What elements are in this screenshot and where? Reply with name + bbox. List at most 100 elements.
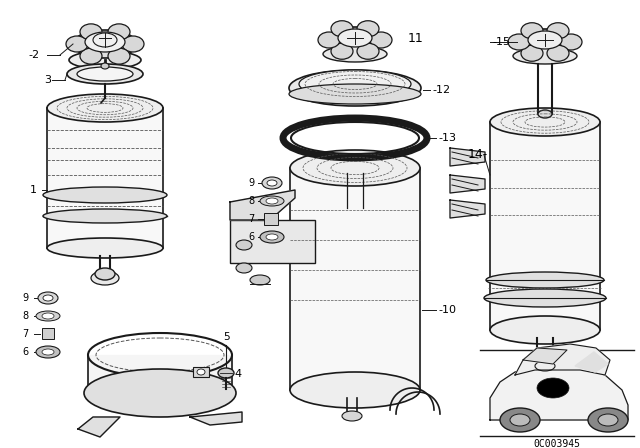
Ellipse shape [36,346,60,358]
Ellipse shape [43,295,53,301]
Polygon shape [490,366,628,420]
Text: 7: 7 [248,214,254,224]
Ellipse shape [43,187,167,203]
Ellipse shape [101,63,109,69]
Ellipse shape [38,292,58,304]
Text: 6: 6 [248,232,254,242]
Ellipse shape [218,368,234,378]
Ellipse shape [42,313,54,319]
Polygon shape [450,200,485,218]
Text: -12: -12 [432,85,450,95]
Ellipse shape [513,48,577,64]
Ellipse shape [260,196,284,206]
Ellipse shape [47,238,163,258]
Ellipse shape [73,30,137,58]
Ellipse shape [84,369,236,417]
Ellipse shape [318,32,340,48]
Polygon shape [450,148,485,166]
Ellipse shape [88,371,232,415]
Ellipse shape [197,369,205,375]
Ellipse shape [535,361,555,371]
Text: 4: 4 [234,369,241,379]
Ellipse shape [289,70,421,106]
Polygon shape [230,190,295,220]
Ellipse shape [528,31,562,49]
Text: 8: 8 [22,311,28,321]
Polygon shape [490,122,600,330]
Text: 7: 7 [22,329,28,339]
Ellipse shape [598,414,618,426]
Ellipse shape [260,231,284,243]
Ellipse shape [236,240,252,250]
Ellipse shape [108,24,130,40]
Ellipse shape [342,411,362,421]
Text: 0C003945: 0C003945 [534,439,580,448]
Text: 14-: 14- [468,148,488,161]
Ellipse shape [43,209,167,223]
Ellipse shape [108,48,130,64]
Text: -2: -2 [28,50,39,60]
Text: 1: 1 [30,185,37,195]
Ellipse shape [370,32,392,48]
Ellipse shape [36,311,60,321]
Ellipse shape [490,108,600,136]
Ellipse shape [327,27,383,53]
Polygon shape [190,412,242,425]
Ellipse shape [508,34,530,50]
Ellipse shape [80,48,102,64]
Ellipse shape [486,272,604,288]
Ellipse shape [47,94,163,122]
Polygon shape [450,175,485,193]
Ellipse shape [490,316,600,344]
Ellipse shape [331,21,353,37]
Ellipse shape [250,275,270,285]
Ellipse shape [521,45,543,61]
Polygon shape [88,355,232,393]
Bar [230,220,315,263]
Text: 9: 9 [22,293,28,303]
Polygon shape [523,348,567,364]
Ellipse shape [331,43,353,59]
Polygon shape [290,168,420,390]
Ellipse shape [95,268,115,280]
Ellipse shape [266,234,278,240]
Ellipse shape [560,34,582,50]
Ellipse shape [67,64,143,84]
Text: 8: 8 [248,196,254,206]
Ellipse shape [289,84,421,104]
Ellipse shape [267,180,277,186]
Ellipse shape [66,36,88,52]
Ellipse shape [323,46,387,62]
Bar [193,367,209,377]
Ellipse shape [484,289,606,307]
Polygon shape [575,352,608,372]
Text: -13: -13 [438,133,456,143]
Ellipse shape [588,408,628,432]
Ellipse shape [547,45,569,61]
Text: 5: 5 [223,332,229,342]
Ellipse shape [262,177,282,189]
Ellipse shape [357,21,379,37]
Ellipse shape [531,353,559,367]
Ellipse shape [77,67,133,81]
Ellipse shape [338,29,372,47]
Ellipse shape [290,372,420,408]
Ellipse shape [538,110,552,118]
Ellipse shape [290,150,420,186]
Text: 11: 11 [408,31,424,44]
Ellipse shape [357,43,379,59]
Ellipse shape [299,70,411,98]
Ellipse shape [521,23,543,39]
Ellipse shape [69,51,141,69]
Text: -15: -15 [492,37,510,47]
Polygon shape [78,417,120,437]
Bar [264,213,278,225]
Ellipse shape [80,24,102,40]
Ellipse shape [517,29,573,55]
Polygon shape [515,344,610,375]
Ellipse shape [122,36,144,52]
Ellipse shape [500,408,540,432]
Ellipse shape [537,378,569,398]
Bar [42,328,54,339]
Text: -10: -10 [438,305,456,315]
